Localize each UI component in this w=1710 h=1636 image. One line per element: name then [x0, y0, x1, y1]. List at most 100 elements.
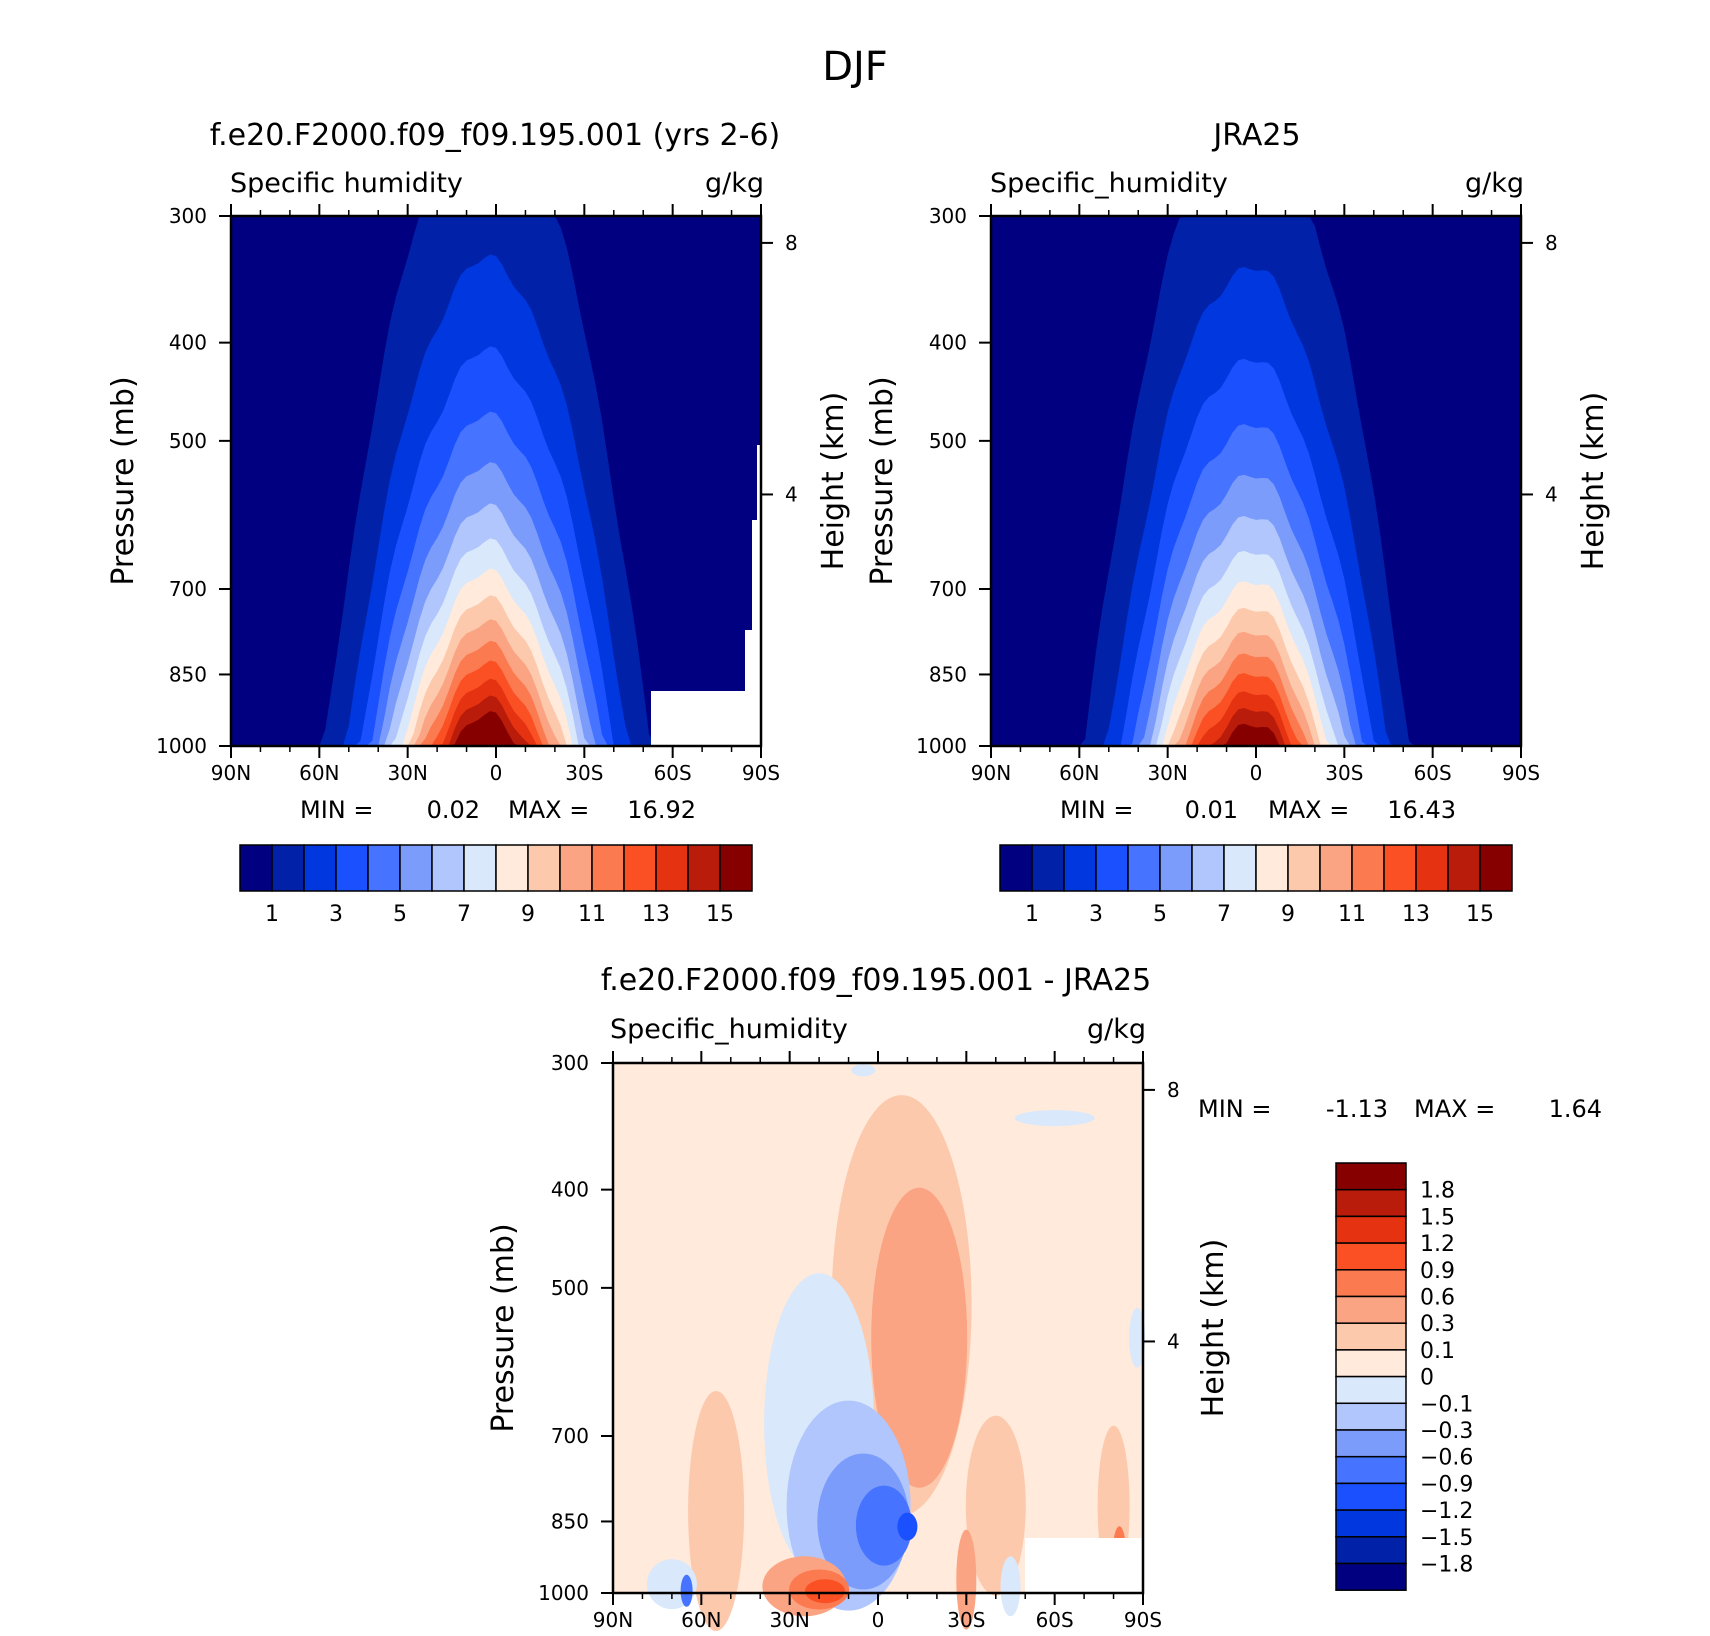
y-tick-label: 850	[551, 1509, 589, 1533]
max-label: MAX =	[1414, 1095, 1495, 1123]
x-tick-label: 30N	[387, 761, 427, 785]
y2-axis-label: Height (km)	[1576, 392, 1611, 571]
y-tick-label: 500	[169, 429, 207, 453]
colorbar-box	[591, 844, 625, 892]
colorbar-box	[271, 844, 305, 892]
colorbar-label: −0.1	[1420, 1392, 1473, 1417]
variable-label: Specific_humidity	[610, 1014, 848, 1045]
y-tick-label: 700	[169, 577, 207, 601]
colorbar-box	[1335, 1322, 1407, 1351]
colorbar-box	[1335, 1295, 1407, 1324]
colorbar-box	[623, 844, 657, 892]
colorbar-label: 1.8	[1420, 1179, 1455, 1204]
panel-model: f.e20.F2000.f09_f09.195.001 (yrs 2-6) Sp…	[106, 118, 851, 927]
panel-diff: f.e20.F2000.f09_f09.195.001 - JRA25 Spec…	[486, 963, 1602, 1632]
contour-fill	[956, 1529, 977, 1630]
colorbar-box	[1223, 844, 1257, 892]
x-tick-label: 30N	[1147, 761, 1187, 785]
colorbar-box	[367, 844, 401, 892]
colorbar-label: −1.8	[1420, 1553, 1473, 1578]
colorbar-box	[239, 844, 273, 892]
colorbar-box	[1335, 1402, 1407, 1431]
colorbar-box	[303, 844, 337, 892]
colorbar-box	[687, 844, 721, 892]
max-value: 1.64	[1549, 1095, 1602, 1123]
x-tick-label: 90N	[971, 761, 1011, 785]
colorbar-label: 11	[1338, 902, 1366, 927]
min-label: MIN =	[1060, 796, 1133, 824]
y-tick-label: 300	[929, 204, 967, 228]
contour-fill	[871, 1187, 968, 1488]
y-tick-label: 850	[169, 662, 207, 686]
x-tick-label: 0	[1250, 761, 1263, 785]
contour-fill	[680, 1574, 693, 1607]
colorbar-label: 9	[521, 902, 535, 927]
colorbar-label: 5	[1153, 902, 1167, 927]
contour-fill	[1000, 1556, 1021, 1617]
colorbar-box	[1335, 1536, 1407, 1565]
contour-fill	[1014, 1110, 1095, 1127]
colorbar-label: 1	[1025, 902, 1039, 927]
colorbar-box	[1335, 1242, 1407, 1271]
panel-title: f.e20.F2000.f09_f09.195.001 - JRA25	[601, 963, 1151, 998]
x-tick-label: 30N	[769, 1608, 809, 1632]
x-tick-label: 30S	[565, 761, 603, 785]
colorbar-box	[1335, 1188, 1407, 1218]
colorbar-label: 0.6	[1420, 1286, 1455, 1311]
colorbar-box	[1335, 1482, 1407, 1511]
colorbar-label: 0.3	[1420, 1312, 1455, 1337]
x-tick-label: 60S	[1036, 1608, 1074, 1632]
colorbar-box	[1335, 1162, 1407, 1191]
plot-area: 90N 60N 30N 0 30S 60S 90S 300 400 500 700 850 1000 8 4	[916, 204, 1558, 785]
contour-fill	[991, 723, 1521, 746]
x-tick-label: 0	[490, 761, 503, 785]
colorbar: 1 3 5 7 9 11 13 15	[239, 844, 753, 927]
contour-fill	[897, 1512, 918, 1541]
colorbar-box	[999, 844, 1033, 892]
contour-fill	[965, 1415, 1026, 1596]
colorbar-box	[655, 844, 689, 892]
y-tick-label: 300	[169, 204, 207, 228]
colorbar: 1.81.51.20.90.60.30.10−0.1−0.3−0.6−0.9−1…	[1335, 1162, 1473, 1591]
colorbar-label: −0.3	[1420, 1419, 1473, 1444]
colorbar-label: −1.5	[1420, 1526, 1473, 1551]
units-label: g/kg	[1465, 168, 1524, 199]
y-tick-label: 1000	[916, 734, 967, 758]
x-tick-label: 60N	[681, 1608, 721, 1632]
colorbar-box	[1159, 844, 1193, 892]
colorbar-box	[1255, 844, 1289, 892]
colorbar-box	[1191, 844, 1225, 892]
colorbar-label: 3	[1089, 902, 1103, 927]
colorbar-label: 0.1	[1420, 1339, 1455, 1364]
colorbar-box	[335, 844, 369, 892]
x-tick-label: 90N	[593, 1608, 633, 1632]
y2-tick-label: 4	[1545, 482, 1558, 506]
min-value: 0.01	[1185, 796, 1238, 824]
colorbar-box	[1335, 1215, 1407, 1244]
contour-fill	[1129, 1307, 1146, 1368]
colorbar-box	[1479, 844, 1513, 892]
colorbar-label: −0.9	[1420, 1472, 1473, 1497]
contour-fill	[231, 711, 761, 746]
y2-tick-label: 4	[785, 482, 798, 506]
colorbar-label: 1	[265, 902, 279, 927]
colorbar-box	[1335, 1429, 1407, 1458]
colorbar-label: 0	[1420, 1366, 1434, 1391]
colorbar-label: 11	[578, 902, 606, 927]
plot-area: 90N 60N 30N 0 30S 60S 90S 300 400 500 700 850 1000 8 4	[538, 1051, 1180, 1632]
y-tick-label: 850	[929, 662, 967, 686]
panel-title: JRA25	[1211, 118, 1300, 153]
units-label: g/kg	[1087, 1014, 1146, 1045]
colorbar-box	[1447, 844, 1481, 892]
colorbar-box	[1287, 844, 1321, 892]
plot-area: 90N 60N 30N 0 30S 60S 90S 300 400 500 700 850 1000 8 4	[156, 204, 798, 785]
colorbar-box	[719, 844, 753, 892]
colorbar-box	[1335, 1509, 1407, 1538]
panel-title: f.e20.F2000.f09_f09.195.001 (yrs 2-6)	[210, 118, 780, 153]
x-tick-label: 60S	[654, 761, 692, 785]
min-value: -1.13	[1326, 1095, 1388, 1123]
colorbar-label: 15	[706, 902, 734, 927]
colorbar-label: 0.9	[1420, 1259, 1455, 1284]
y-tick-label: 400	[169, 331, 207, 355]
